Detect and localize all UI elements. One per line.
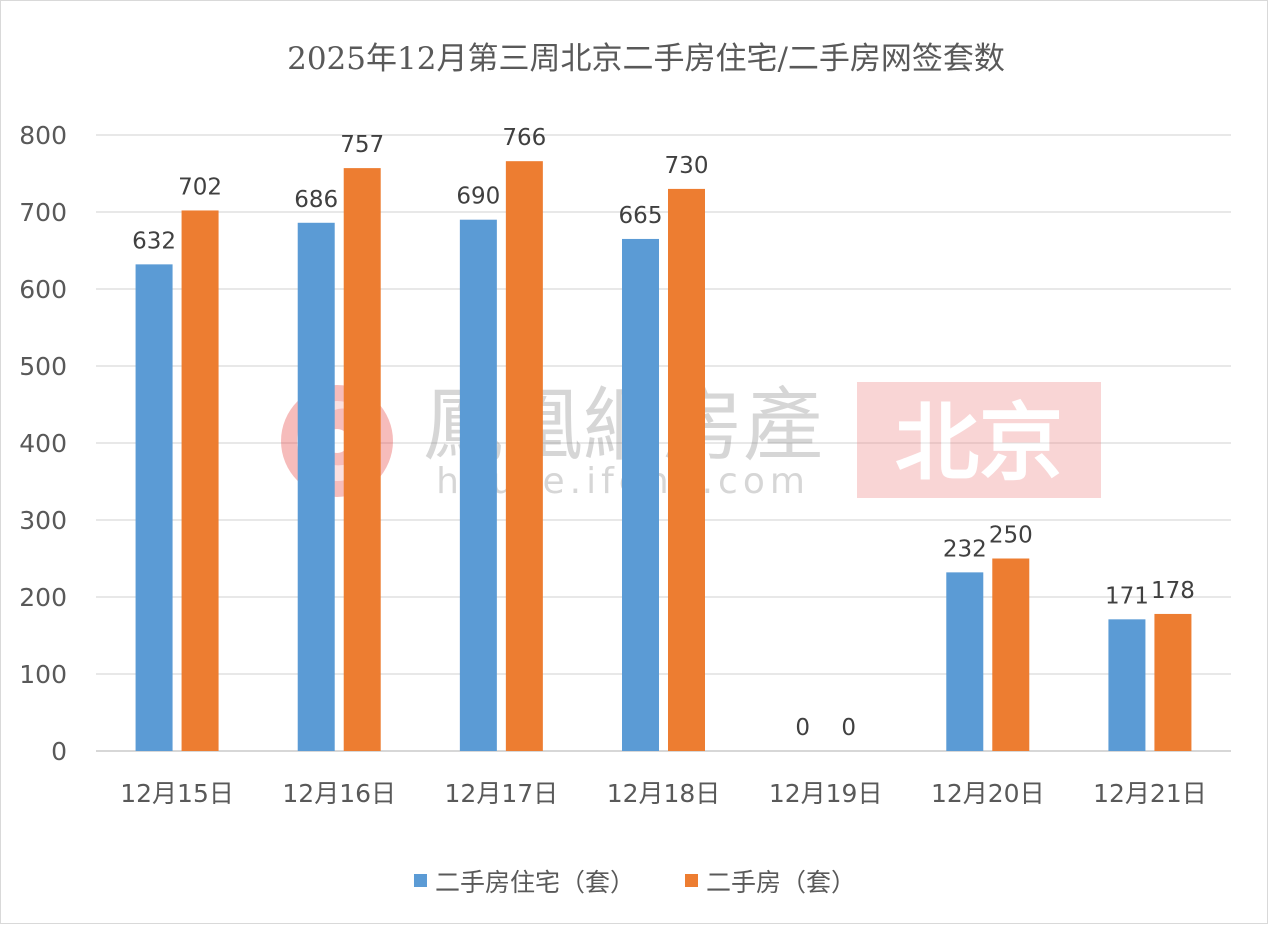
x-tick-label: 12月18日: [607, 779, 721, 808]
data-label: 232: [943, 536, 987, 562]
bar-total: [343, 168, 381, 752]
bar-residential: [135, 264, 173, 751]
watermark-url: house.ifeng.com: [436, 461, 810, 502]
bar-residential: [622, 238, 659, 751]
data-label: 171: [1105, 583, 1149, 609]
x-tick-label: 12月19日: [769, 779, 883, 808]
x-tick-label: 12月20日: [931, 779, 1045, 808]
watermark-city-box: [857, 382, 1101, 498]
data-label: 686: [294, 187, 338, 213]
data-label: 757: [340, 132, 384, 158]
bar-residential: [946, 572, 984, 751]
bar-total: [1154, 613, 1192, 751]
y-tick-label: 200: [19, 583, 67, 612]
bars: [135, 161, 1192, 752]
gridlines: [96, 134, 1231, 752]
data-label: 730: [665, 153, 709, 179]
legend-label-residential: 二手房住宅（套）: [435, 868, 635, 897]
legend: 二手房住宅（套） 二手房（套）: [413, 868, 856, 897]
y-tick-label: 700: [19, 198, 67, 227]
data-label: 690: [456, 184, 500, 210]
y-tick-label: 300: [19, 506, 67, 535]
data-label: 766: [502, 125, 546, 151]
y-tick-label: 800: [19, 121, 67, 150]
watermark-city: 北京: [895, 393, 1063, 492]
bar-total: [992, 558, 1030, 751]
legend-swatch-residential: [413, 874, 427, 887]
y-tick-label: 0: [51, 737, 67, 766]
data-label: 0: [795, 715, 810, 741]
bar-residential: [297, 222, 335, 751]
chart-title: 2025年12月第三周北京二手房住宅/二手房网签套数: [287, 41, 1005, 77]
y-tick-label: 500: [19, 352, 67, 381]
bar-residential: [1108, 619, 1146, 751]
data-label: 702: [178, 174, 222, 200]
bar-total: [181, 210, 219, 751]
x-axis-ticks: 12月15日 12月16日 12月17日 12月18日 12月19日 12月20日 12月2…: [120, 779, 1206, 808]
bar-total: [668, 188, 705, 751]
x-tick-label: 12月15日: [120, 779, 234, 808]
x-tick-label: 12月16日: [282, 779, 396, 808]
y-tick-label: 100: [19, 660, 67, 689]
x-tick-label: 12月21日: [1093, 779, 1207, 808]
data-label: 178: [1151, 578, 1195, 604]
y-axis-ticks: 0 100 200 300 400 500 600 700 800: [19, 121, 67, 766]
y-tick-label: 400: [19, 429, 67, 458]
legend-swatch-total: [685, 874, 698, 887]
data-label: 665: [619, 203, 663, 229]
bar-total: [505, 161, 543, 751]
data-label: 0: [841, 715, 856, 741]
y-tick-label: 600: [19, 275, 67, 304]
x-tick-label: 12月17日: [445, 779, 559, 808]
legend-label-total: 二手房（套）: [706, 868, 856, 897]
data-label: 632: [132, 228, 176, 254]
bar-residential: [459, 219, 497, 751]
data-label: 250: [989, 523, 1033, 549]
